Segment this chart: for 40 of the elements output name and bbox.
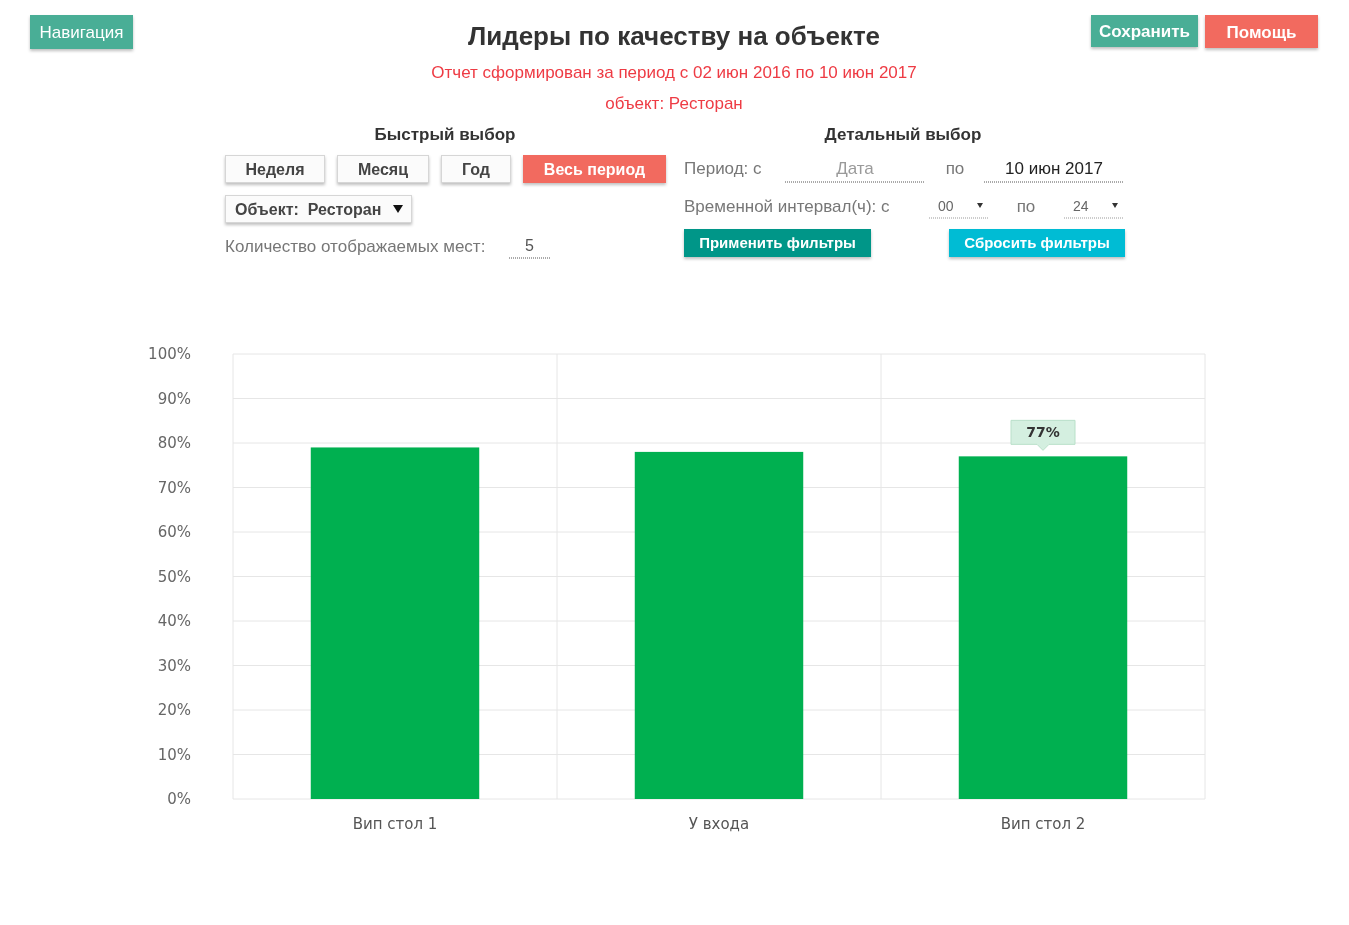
y-tick-label: 10% [157,745,191,764]
select-field: 00 [928,198,990,219]
text: Год [462,161,490,178]
input-field: 5 [508,237,551,259]
y-tick-label: 100% [148,345,191,364]
text: Помощь [1226,22,1297,42]
chart-subtitle: Отчет сформирован за период с 02 июн 2016 по 10 июн 2017 [431,63,917,82]
select-field: 24 [1063,198,1125,219]
text: Неделя [245,161,305,178]
y-tick-label: 60% [157,523,191,542]
y-tick-label: 40% [157,612,191,631]
text: Месяц [357,161,409,178]
text: Весь период [543,160,646,178]
data-label: 77% [1026,424,1060,441]
text: Объект: Ресторан [235,201,382,218]
x-tick-label: Вип стол 1 [352,815,438,833]
text: по [1016,197,1036,216]
y-tick-label: 70% [157,478,191,497]
y-tick-label: 0% [167,790,191,809]
text: Навигация [39,23,124,43]
text: Период: с [684,159,763,178]
text: объект: Ресторан [605,94,743,113]
input-field: 10 июн 2017 [983,159,1125,183]
chart-title: Лидеры по качеству на объекте [467,21,881,51]
y-tick-label: 30% [157,656,191,675]
x-tick-label: Вип стол 2 [1000,815,1086,833]
text: Детальный выбор [824,125,982,144]
y-tick-label: 50% [157,567,191,586]
x-tick-label: У входа [688,815,750,833]
y-tick-label: 90% [157,389,191,408]
y-tick-label: 20% [157,701,191,720]
text: Применить фильтры [699,234,856,252]
y-tick-label: 80% [157,434,191,453]
text: Быстрый выбор [374,125,516,144]
text: Сохранить [1098,22,1191,42]
text: Сбросить фильтры [964,234,1110,252]
text: Временной интервал(ч): с [684,197,891,216]
text: по [945,159,965,178]
text: Количество отображаемых мест: [225,237,486,256]
input-field: Дата [784,159,926,183]
